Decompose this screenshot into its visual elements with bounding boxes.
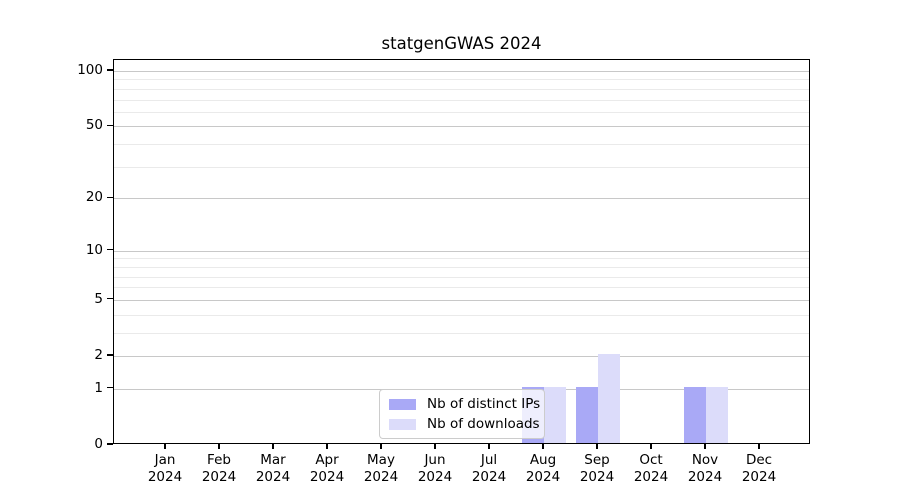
y-tick-1 bbox=[107, 387, 113, 389]
x-tick-jun bbox=[434, 444, 436, 449]
y-tick-label-20: 20 bbox=[85, 189, 103, 206]
major-gridline-10 bbox=[114, 250, 809, 252]
minor-gridline-3 bbox=[114, 332, 809, 334]
year-text: 2024 bbox=[741, 469, 777, 485]
y-tick-0 bbox=[107, 443, 113, 445]
y-tick-label-2: 2 bbox=[94, 347, 103, 363]
year-text: 2024 bbox=[417, 469, 453, 485]
minor-gridline-6 bbox=[114, 287, 809, 289]
x-tick-label-jun: Jun 2024 bbox=[405, 452, 465, 486]
legend-item-downloads: Nb of downloads bbox=[389, 416, 544, 432]
month-text: Jan bbox=[154, 452, 176, 468]
x-tick-feb bbox=[218, 444, 220, 449]
x-tick-label-apr: Apr 2024 bbox=[297, 452, 357, 486]
x-tick-dec bbox=[758, 444, 760, 449]
y-tick-label-100: 100 bbox=[77, 62, 103, 78]
year-text: 2024 bbox=[147, 469, 183, 485]
y-tick-label-5: 5 bbox=[94, 290, 103, 307]
year-text: 2024 bbox=[201, 469, 237, 485]
year-text: 2024 bbox=[309, 469, 345, 485]
x-tick-apr bbox=[326, 444, 328, 449]
legend-item-distinct-ips: Nb of distinct IPs bbox=[389, 396, 544, 412]
x-tick-jan bbox=[164, 444, 166, 449]
month-text: Mar bbox=[260, 452, 286, 468]
major-gridline-2 bbox=[114, 356, 809, 357]
chart-title: statgenGWAS 2024 bbox=[381, 34, 542, 53]
x-tick-label-jul: Jul 2024 bbox=[459, 452, 519, 486]
minor-gridline-8 bbox=[114, 266, 809, 268]
year-text: 2024 bbox=[255, 469, 291, 485]
year-text: 2024 bbox=[471, 469, 507, 485]
y-tick-2 bbox=[107, 354, 113, 356]
downloads-swatch-icon bbox=[389, 418, 416, 430]
year-text: 2024 bbox=[687, 469, 723, 485]
legend: Nb of distinct IPs Nb of downloads bbox=[379, 389, 545, 439]
minor-gridline-60 bbox=[114, 111, 809, 113]
x-tick-label-aug: Aug 2024 bbox=[513, 452, 573, 486]
distinct-ips-swatch-icon bbox=[389, 398, 416, 410]
y-tick-100 bbox=[107, 69, 113, 71]
x-tick-aug bbox=[542, 444, 544, 449]
minor-gridline-7 bbox=[114, 276, 809, 278]
minor-gridline-90 bbox=[114, 79, 809, 81]
year-text: 2024 bbox=[525, 469, 561, 485]
bar-aug-downloads bbox=[544, 386, 566, 443]
x-tick-label-mar: Mar 2024 bbox=[243, 452, 303, 486]
month-text: Oct bbox=[639, 452, 663, 468]
bar-sep-distinct-ips bbox=[576, 386, 598, 443]
year-text: 2024 bbox=[363, 469, 399, 485]
legend-label: Nb of downloads bbox=[427, 416, 540, 432]
minor-gridline-80 bbox=[114, 88, 809, 90]
x-tick-label-sep: Sep 2024 bbox=[567, 452, 627, 486]
year-text: 2024 bbox=[633, 469, 669, 485]
month-text: Jul bbox=[480, 452, 498, 468]
month-text: Apr bbox=[315, 452, 339, 468]
y-tick-label-10: 10 bbox=[85, 241, 103, 258]
major-gridline-5 bbox=[114, 299, 809, 301]
y-tick-5 bbox=[107, 298, 113, 300]
minor-gridline-30 bbox=[114, 166, 809, 168]
major-gridline-100 bbox=[114, 71, 809, 72]
month-text: Aug bbox=[529, 452, 557, 468]
year-text: 2024 bbox=[579, 469, 615, 485]
x-tick-may bbox=[380, 444, 382, 449]
x-tick-sep bbox=[596, 444, 598, 449]
bar-sep-downloads bbox=[598, 354, 620, 443]
x-tick-jul bbox=[488, 444, 490, 449]
y-tick-10 bbox=[107, 249, 113, 251]
x-tick-label-dec: Dec 2024 bbox=[729, 452, 789, 486]
y-tick-label-0: 0 bbox=[94, 436, 103, 452]
bar-nov-distinct-ips bbox=[684, 386, 706, 443]
minor-gridline-40 bbox=[114, 144, 809, 146]
y-tick-50 bbox=[107, 124, 113, 127]
bar-nov-downloads bbox=[706, 386, 728, 443]
x-tick-mar bbox=[272, 444, 274, 449]
y-tick-20 bbox=[107, 196, 113, 198]
major-gridline-20 bbox=[114, 198, 809, 200]
minor-gridline-70 bbox=[114, 99, 809, 101]
plot-area bbox=[113, 59, 810, 444]
minor-gridline-9 bbox=[114, 258, 809, 260]
x-tick-label-oct: Oct 2024 bbox=[621, 452, 681, 486]
month-text: Dec bbox=[745, 452, 773, 468]
x-tick-label-feb: Feb 2024 bbox=[189, 452, 249, 486]
month-text: Sep bbox=[584, 452, 610, 468]
month-text: May bbox=[367, 452, 395, 468]
x-tick-label-may: May 2024 bbox=[351, 452, 411, 486]
major-gridline-50 bbox=[114, 126, 809, 128]
y-tick-label-1: 1 bbox=[94, 379, 103, 396]
y-tick-label-50: 50 bbox=[85, 117, 103, 134]
month-text: Nov bbox=[691, 452, 719, 468]
x-tick-label-nov: Nov 2024 bbox=[675, 452, 735, 486]
x-tick-nov bbox=[704, 444, 706, 449]
x-tick-label-jan: Jan 2024 bbox=[135, 452, 195, 486]
minor-gridline-4 bbox=[114, 314, 809, 316]
x-tick-oct bbox=[650, 444, 652, 449]
legend-label: Nb of distinct IPs bbox=[427, 396, 541, 412]
month-text: Feb bbox=[207, 452, 231, 468]
month-text: Jun bbox=[424, 452, 446, 468]
